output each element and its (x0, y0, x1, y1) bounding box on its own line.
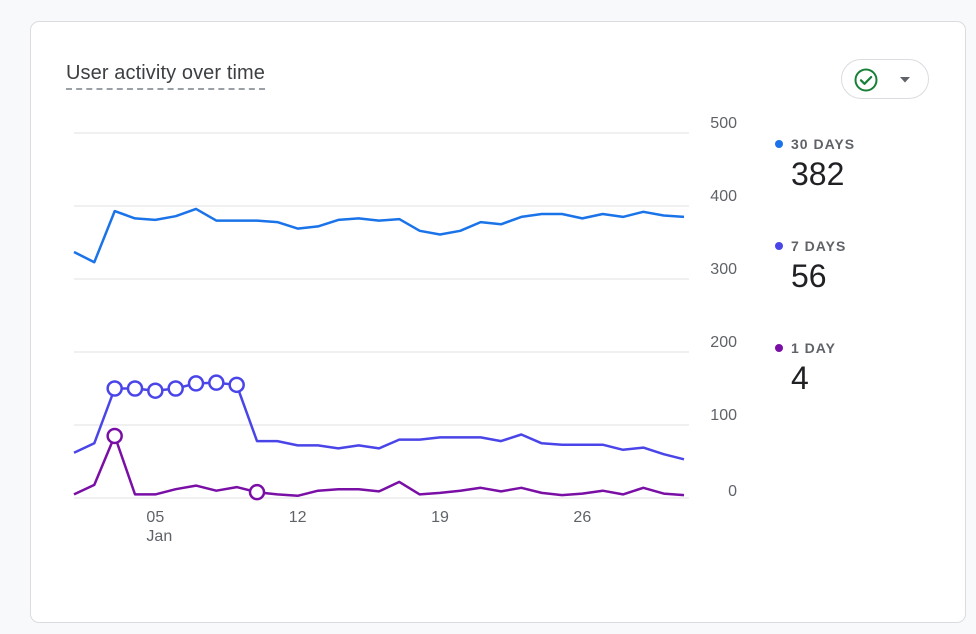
data-point-highlighted[interactable] (248, 483, 266, 501)
y-tick-label: 500 (710, 115, 737, 132)
user-activity-card: User activity over time 0 100 200 300 400 500… (30, 21, 966, 623)
legend-dot-7-days (775, 242, 783, 250)
legend-value: 56 (791, 258, 827, 294)
chart-grid (74, 132, 689, 499)
y-axis: 0 100 200 300 400 500 (710, 115, 737, 500)
data-point-highlighted[interactable] (187, 375, 205, 392)
data-point-highlighted[interactable] (147, 382, 164, 399)
legend-item-1-day[interactable]: 1 DAY 4 (775, 340, 935, 397)
data-point-highlighted[interactable] (106, 427, 123, 445)
data-point-highlighted[interactable] (167, 380, 184, 397)
x-tick-label: 05 (146, 509, 164, 526)
legend-label: 7 DAYS (791, 238, 847, 254)
data-point-highlighted[interactable] (126, 380, 144, 397)
data-point-highlighted[interactable] (228, 376, 245, 394)
data-point-highlighted[interactable] (208, 374, 225, 391)
series-line-1 (73, 381, 685, 461)
check-circle-icon (854, 68, 878, 92)
card-title[interactable]: User activity over time (66, 62, 266, 90)
legend-dot-30-days (775, 140, 783, 148)
legend-dot-1-day (775, 344, 783, 352)
series-line-2 (73, 434, 685, 498)
y-tick-label: 100 (710, 407, 737, 424)
chart-markers (106, 374, 266, 501)
y-tick-label: 400 (710, 188, 737, 205)
legend-item-7-days[interactable]: 7 DAYS 56 (775, 238, 935, 295)
legend-label: 1 DAY (791, 340, 836, 356)
legend-value: 4 (791, 360, 809, 396)
series-line-0 (73, 207, 685, 264)
y-tick-label: 0 (728, 483, 737, 500)
caret-down-icon (900, 77, 910, 83)
y-tick-label: 300 (710, 261, 737, 278)
x-tick-label: 26 (573, 509, 591, 526)
status-dropdown-button[interactable] (841, 59, 929, 99)
x-tick-sublabel: Jan (146, 528, 172, 545)
x-tick-label: 19 (431, 509, 449, 526)
x-tick-label: 12 (289, 509, 307, 526)
legend-item-30-days[interactable]: 30 DAYS 382 (775, 136, 935, 193)
data-point-highlighted[interactable] (106, 380, 123, 397)
legend-label: 30 DAYS (791, 136, 856, 152)
x-axis: 05 Jan 12 19 26 (146, 509, 591, 545)
y-tick-label: 200 (710, 334, 737, 351)
legend-value: 382 (791, 156, 845, 192)
line-chart: 0 100 200 300 400 500 05 Jan 12 19 26 (73, 115, 737, 545)
